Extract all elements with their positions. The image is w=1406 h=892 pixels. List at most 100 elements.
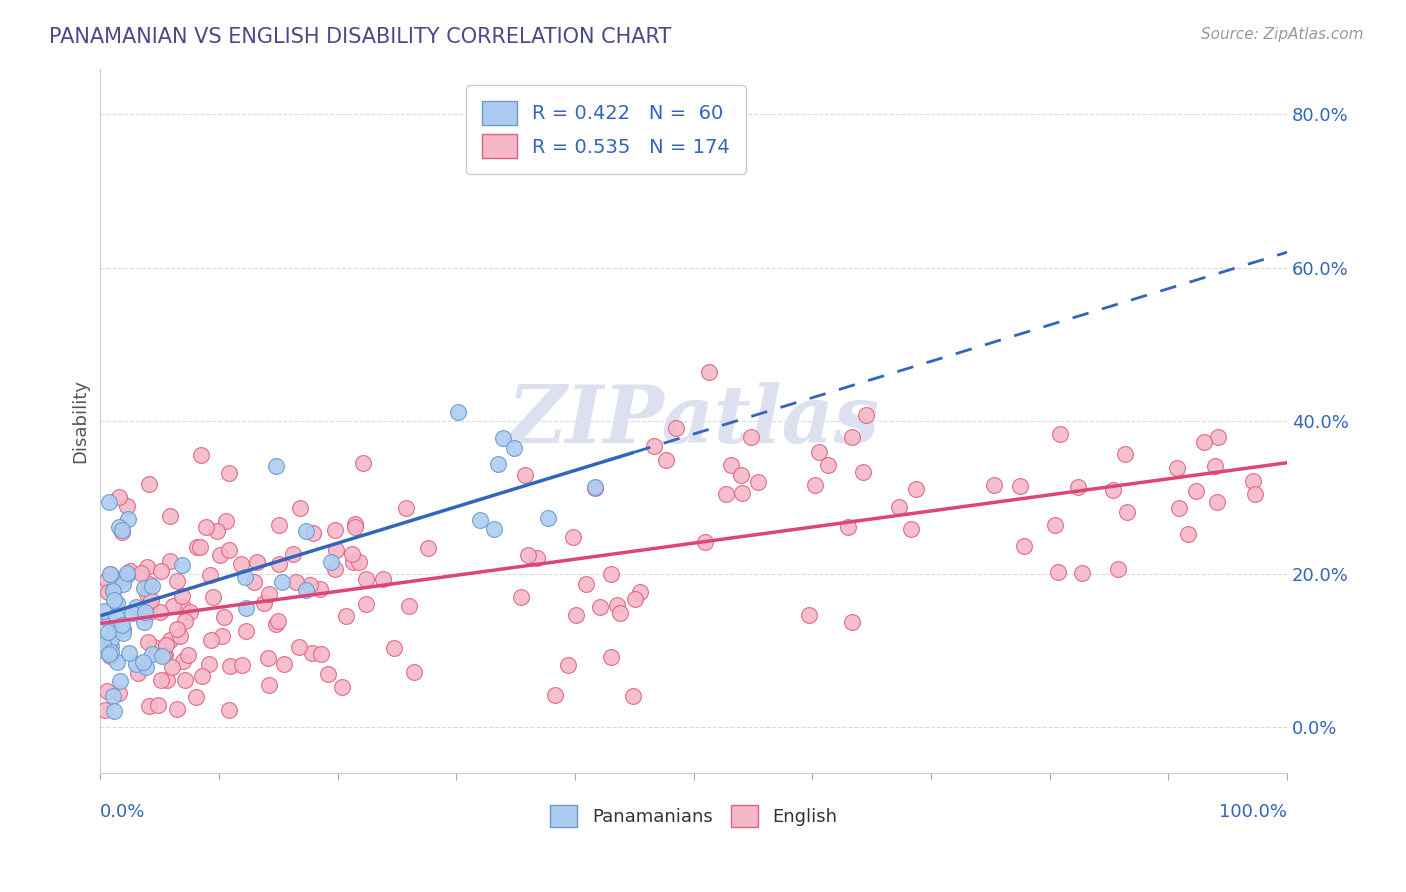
Point (212, 609, 235, 624)
Point (215, 514, 238, 528)
Point (1241, 474, 1264, 488)
Point (714, 487, 737, 501)
Point (323, 562, 346, 576)
Point (138, 698, 160, 713)
Point (1116, 505, 1139, 519)
Point (731, 485, 754, 500)
Point (198, 567, 221, 582)
Point (136, 587, 159, 601)
Point (172, 590, 194, 604)
Point (166, 574, 188, 589)
Point (561, 531, 583, 545)
Point (160, 660, 183, 674)
Point (264, 459, 287, 474)
Point (179, 606, 201, 620)
Point (804, 478, 827, 492)
Point (295, 524, 318, 538)
Point (740, 430, 762, 444)
Point (330, 680, 353, 694)
Point (509, 590, 531, 604)
Point (340, 547, 363, 561)
Point (97, 494, 120, 508)
Point (127, 665, 149, 680)
Point (482, 522, 505, 536)
Text: ZIPatlas: ZIPatlas (508, 382, 880, 459)
Point (218, 542, 240, 557)
Point (115, 499, 138, 513)
Point (190, 669, 212, 683)
Point (125, 657, 148, 671)
Point (138, 477, 160, 491)
Point (654, 453, 676, 467)
Point (585, 482, 607, 496)
Point (352, 456, 374, 470)
Point (190, 448, 212, 462)
Point (149, 606, 172, 620)
Point (172, 654, 194, 668)
Point (1177, 527, 1199, 541)
Point (94, 702, 117, 716)
Point (600, 567, 623, 582)
Point (983, 478, 1005, 492)
Point (91, 637, 114, 651)
Point (1008, 478, 1031, 492)
Point (301, 646, 323, 660)
Point (138, 599, 160, 614)
Point (797, 608, 820, 623)
Point (583, 480, 606, 494)
Point (169, 629, 191, 643)
Point (298, 578, 321, 592)
Text: 100.0%: 100.0% (1219, 804, 1286, 822)
Point (697, 365, 720, 379)
Point (111, 623, 134, 637)
Point (1012, 539, 1035, 553)
Point (267, 557, 290, 571)
Point (720, 458, 742, 472)
Point (231, 557, 253, 571)
Point (325, 523, 347, 537)
Point (373, 572, 395, 586)
Point (817, 458, 839, 472)
Point (118, 646, 141, 660)
Point (211, 629, 233, 643)
Point (233, 570, 256, 584)
Point (125, 600, 148, 615)
Point (747, 475, 769, 490)
Point (271, 574, 294, 589)
Text: 0.0%: 0.0% (100, 804, 146, 822)
Point (491, 431, 513, 445)
Point (905, 482, 928, 496)
Point (135, 660, 157, 674)
Point (395, 501, 418, 516)
Point (115, 566, 138, 580)
Point (134, 606, 156, 620)
Point (174, 614, 197, 628)
Point (281, 547, 304, 561)
Point (609, 606, 631, 620)
Point (643, 439, 665, 453)
Point (103, 583, 125, 598)
Point (97, 624, 120, 639)
Point (354, 572, 377, 586)
Point (1043, 518, 1066, 533)
Point (105, 609, 128, 624)
Legend: Panamanians, English: Panamanians, English (543, 797, 845, 834)
Point (172, 600, 194, 615)
Point (105, 655, 128, 669)
Point (1166, 460, 1188, 475)
Point (136, 607, 159, 621)
Point (416, 541, 439, 555)
Point (150, 673, 173, 687)
Point (100, 639, 122, 653)
Point (1049, 427, 1071, 442)
Point (156, 673, 179, 687)
Point (111, 577, 134, 591)
Point (219, 659, 242, 673)
Point (290, 500, 312, 515)
Point (97, 584, 120, 599)
Point (105, 596, 128, 610)
Point (141, 647, 163, 661)
Point (273, 657, 295, 672)
Y-axis label: Disability: Disability (72, 378, 89, 463)
Point (174, 673, 197, 687)
